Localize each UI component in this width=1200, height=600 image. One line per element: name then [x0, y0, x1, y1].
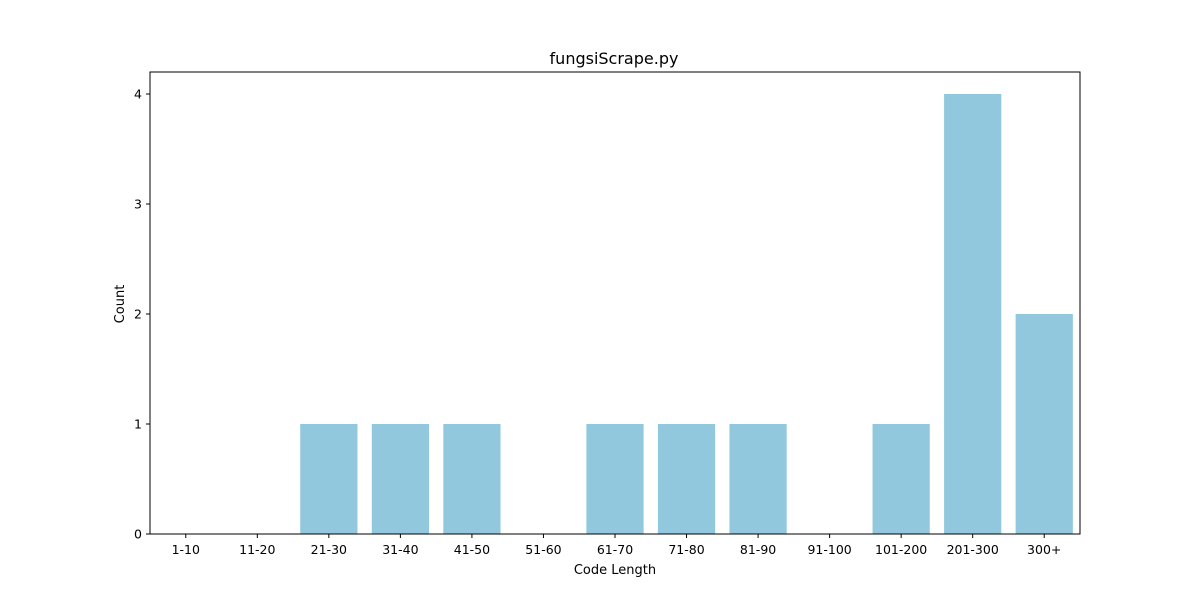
x-tick-label: 81-90: [740, 542, 776, 557]
bar-201-300: [944, 94, 1002, 534]
x-tick-label: 61-70: [597, 542, 633, 557]
x-tick-label: 201-300: [947, 542, 999, 557]
bar-101-200: [872, 424, 930, 534]
bars: [300, 94, 1073, 534]
bar-41-50: [443, 424, 501, 534]
bar-21-30: [300, 424, 358, 534]
x-tick-label: 31-40: [382, 542, 418, 557]
bar-81-90: [729, 424, 787, 534]
x-tick-label: 51-60: [525, 542, 561, 557]
y-axis-ticks: 0 1 2 3 4: [134, 87, 150, 542]
bar-300+: [1015, 314, 1073, 534]
y-tick-label: 0: [134, 527, 142, 542]
x-tick-label: 71-80: [668, 542, 704, 557]
bar-31-40: [371, 424, 429, 534]
y-axis-label: Count: [113, 285, 128, 324]
chart-title: fungsiScrape.py: [550, 49, 679, 68]
bar-71-80: [657, 424, 716, 534]
x-tick-label: 1-10: [172, 542, 200, 557]
bar-61-70: [586, 424, 644, 534]
y-tick-label: 2: [134, 307, 142, 322]
x-tick-label: 101-200: [875, 542, 927, 557]
x-tick-label: 91-100: [807, 542, 851, 557]
y-tick-label: 4: [134, 87, 142, 102]
x-tick-label: 41-50: [454, 542, 490, 557]
plot-area: 1-10 11-20 21-30 31-40 41-50 51-60 61-70 71-80 8…: [134, 71, 1081, 557]
y-tick-label: 3: [134, 197, 142, 212]
plot-frame: [149, 71, 1081, 535]
x-axis-label: Code Length: [574, 563, 656, 578]
y-tick-label: 1: [134, 417, 142, 432]
x-axis-ticks: 1-10 11-20 21-30 31-40 41-50 51-60 61-70 71-80 8…: [172, 534, 1061, 557]
x-tick-label: 11-20: [239, 542, 275, 557]
x-tick-label: 300+: [1027, 542, 1061, 557]
x-tick-label: 21-30: [311, 542, 347, 557]
